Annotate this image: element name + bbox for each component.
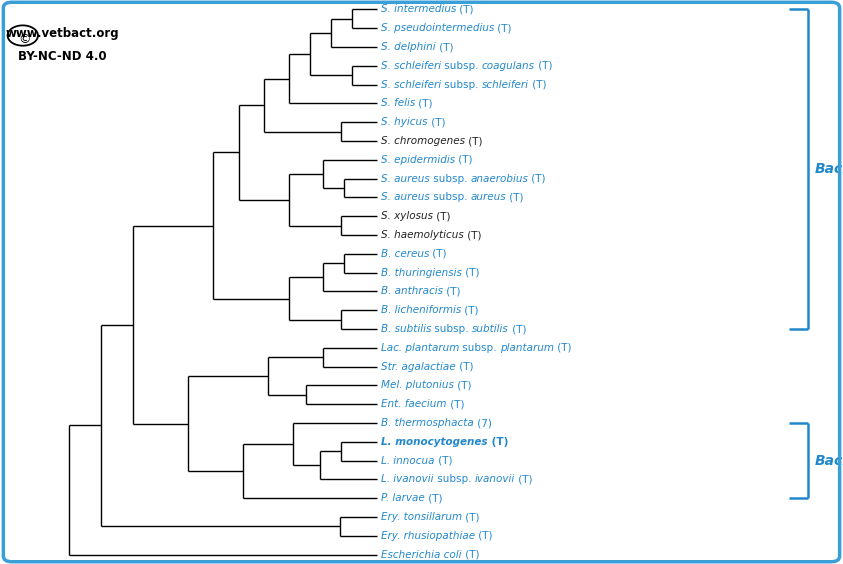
Text: (T): (T) — [535, 61, 552, 71]
Text: (T): (T) — [461, 305, 479, 315]
Text: ©: © — [19, 33, 31, 46]
Text: (T): (T) — [514, 474, 532, 484]
Text: (T): (T) — [494, 23, 512, 33]
Text: (T): (T) — [462, 512, 480, 522]
Text: (T): (T) — [465, 136, 482, 146]
Text: (T): (T) — [529, 80, 546, 90]
Text: L. monocytogenes: L. monocytogenes — [381, 437, 487, 447]
Text: subsp.: subsp. — [441, 80, 482, 90]
Text: L. innocua: L. innocua — [381, 456, 434, 466]
Text: Mel. plutonius: Mel. plutonius — [381, 380, 454, 390]
Text: (T): (T) — [436, 42, 454, 52]
Text: S. delphini: S. delphini — [381, 42, 436, 52]
Text: Str. agalactiae: Str. agalactiae — [381, 362, 456, 372]
Text: S. schleiferi: S. schleiferi — [381, 80, 441, 90]
Text: S. pseudointermedius: S. pseudointermedius — [381, 23, 494, 33]
Text: (T): (T) — [429, 249, 447, 259]
Text: subsp.: subsp. — [432, 324, 472, 334]
Text: (T): (T) — [433, 211, 450, 221]
Text: B. thermosphacta: B. thermosphacta — [381, 418, 474, 428]
Text: B. anthracis: B. anthracis — [381, 287, 443, 297]
Text: B. licheniformis: B. licheniformis — [381, 305, 461, 315]
Text: plantarum: plantarum — [500, 343, 554, 353]
Text: (T): (T) — [447, 399, 464, 409]
Text: Escherichia coli: Escherichia coli — [381, 549, 461, 559]
Text: Bacillales: Bacillales — [814, 162, 843, 176]
Text: S. hyicus: S. hyicus — [381, 117, 427, 127]
Text: (T): (T) — [554, 343, 572, 353]
Text: S. schleiferi: S. schleiferi — [381, 61, 441, 71]
Text: (T): (T) — [454, 380, 471, 390]
Text: (T): (T) — [427, 117, 445, 127]
Text: (T): (T) — [425, 493, 443, 503]
Text: aureus: aureus — [470, 192, 506, 202]
Text: Ery. rhusiopathiae: Ery. rhusiopathiae — [381, 531, 475, 541]
Text: B. thuringiensis: B. thuringiensis — [381, 267, 462, 277]
Text: (T): (T) — [443, 287, 460, 297]
Text: Ery. tonsillarum: Ery. tonsillarum — [381, 512, 462, 522]
Text: (T): (T) — [506, 192, 524, 202]
Text: S. xylosus: S. xylosus — [381, 211, 433, 221]
Text: P. larvae: P. larvae — [381, 493, 425, 503]
Text: schleiferi: schleiferi — [482, 80, 529, 90]
Text: (T): (T) — [416, 98, 432, 108]
Text: anaerobius: anaerobius — [470, 174, 529, 184]
Text: Lac. plantarum: Lac. plantarum — [381, 343, 459, 353]
Text: subtilis: subtilis — [472, 324, 509, 334]
Text: subsp.: subsp. — [430, 174, 470, 184]
Text: (T): (T) — [464, 230, 481, 240]
Text: S. haemolyticus: S. haemolyticus — [381, 230, 464, 240]
Text: S. felis: S. felis — [381, 98, 416, 108]
Text: (T): (T) — [462, 267, 480, 277]
Text: (7): (7) — [474, 418, 491, 428]
Text: (T): (T) — [455, 155, 473, 165]
Text: (T): (T) — [475, 531, 492, 541]
Text: B. subtilis: B. subtilis — [381, 324, 432, 334]
Text: coagulans: coagulans — [482, 61, 535, 71]
Text: Ent. faecium: Ent. faecium — [381, 399, 447, 409]
Text: S. intermedius: S. intermedius — [381, 5, 456, 15]
Text: S. aureus: S. aureus — [381, 174, 430, 184]
Text: (T): (T) — [529, 174, 546, 184]
Text: S. chromogenes: S. chromogenes — [381, 136, 465, 146]
Text: subsp.: subsp. — [430, 192, 470, 202]
Text: (T): (T) — [456, 362, 473, 372]
Text: ivanovii: ivanovii — [475, 474, 514, 484]
Text: L. ivanovii: L. ivanovii — [381, 474, 433, 484]
Text: (T): (T) — [509, 324, 526, 334]
Text: BY-NC-ND 4.0: BY-NC-ND 4.0 — [18, 50, 107, 63]
Text: subsp.: subsp. — [433, 474, 475, 484]
Text: (T): (T) — [434, 456, 452, 466]
Text: B. cereus: B. cereus — [381, 249, 429, 259]
Text: Bacillales: Bacillales — [814, 453, 843, 468]
Text: www.vetbact.org: www.vetbact.org — [6, 27, 119, 41]
Text: (T): (T) — [461, 549, 479, 559]
Text: (T): (T) — [487, 437, 508, 447]
Text: S. aureus: S. aureus — [381, 192, 430, 202]
Text: S. epidermidis: S. epidermidis — [381, 155, 455, 165]
Text: subsp.: subsp. — [459, 343, 500, 353]
Text: (T): (T) — [456, 5, 474, 15]
Text: subsp.: subsp. — [441, 61, 482, 71]
